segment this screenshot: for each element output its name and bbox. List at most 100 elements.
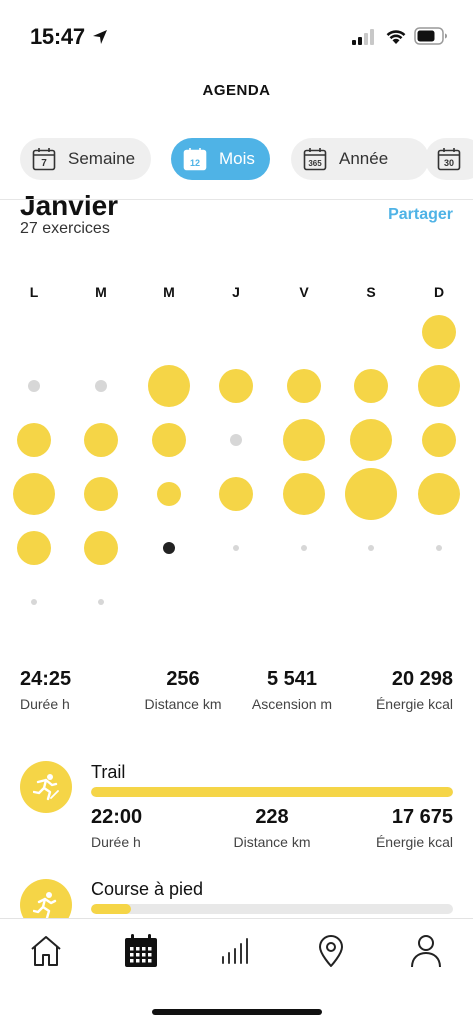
tab-month[interactable]: 12 Mois: [171, 138, 270, 180]
bar-chart-icon[interactable]: [218, 933, 254, 969]
cellular-signal-icon: [352, 29, 374, 45]
calendar-day[interactable]: [354, 369, 388, 403]
calendar-day[interactable]: [219, 369, 253, 403]
page-title: AGENDA: [202, 82, 271, 99]
tab-month-label: Mois: [219, 149, 255, 168]
summary-energy-value: 20 298: [391, 668, 453, 690]
tab-week-label: Semaine: [68, 149, 136, 168]
calendar-day[interactable]: [422, 423, 456, 457]
calendar-day[interactable]: [283, 419, 325, 461]
calendar-day[interactable]: [233, 545, 239, 551]
summary-duration: 24:25 Durée h: [20, 668, 71, 712]
activity-progress-bar: [91, 904, 453, 914]
month-title: Janvier: [20, 190, 119, 216]
summary-energy: 20 298 Énergie kcal: [376, 668, 453, 712]
calendar-30-icon: 30: [437, 148, 461, 171]
profile-icon[interactable]: [408, 933, 444, 969]
calendar-day[interactable]: [301, 545, 307, 551]
summary-energy-label: Énergie kcal: [375, 696, 453, 712]
svg-text:365: 365: [308, 159, 322, 168]
calendar-12-icon: 12: [183, 148, 207, 171]
home-indicator: [152, 1009, 322, 1015]
calendar-day[interactable]: [17, 531, 51, 565]
tab-30-days[interactable]: 30: [425, 138, 473, 180]
calendar-day[interactable]: [152, 423, 186, 457]
calendar-day[interactable]: [84, 477, 118, 511]
weekday-label: M: [163, 284, 175, 300]
calendar-day[interactable]: [418, 365, 460, 407]
weekday-label: D: [433, 284, 445, 300]
tab-year[interactable]: 365 Année: [291, 138, 429, 180]
summary-distance-value: 256: [166, 668, 200, 690]
activity-energy-label: Énergie kcal: [375, 834, 453, 850]
calendar-day[interactable]: [422, 315, 456, 349]
calendar-day[interactable]: [28, 380, 40, 392]
calendar-day[interactable]: [13, 473, 55, 515]
tab-year-label: Année: [339, 149, 389, 168]
weekday-label: J: [232, 284, 240, 300]
activity-energy-value: 17 675: [391, 806, 453, 828]
trail-running-icon: [20, 761, 72, 813]
calendar-day[interactable]: [350, 419, 392, 461]
calendar-day[interactable]: [31, 599, 37, 605]
share-button[interactable]: Partager: [388, 206, 453, 223]
calendar-day[interactable]: [287, 369, 321, 403]
activity-name[interactable]: Trail: [91, 762, 126, 782]
calendar-day[interactable]: [283, 473, 325, 515]
summary-ascent-value: 5 541: [266, 668, 318, 690]
activity-progress-bar: [91, 787, 453, 797]
calendar-day[interactable]: [148, 365, 190, 407]
summary-ascent: 5 541 Ascension m: [246, 668, 338, 712]
exercise-count: 27 exercices: [20, 220, 110, 237]
calendar-day[interactable]: [418, 473, 460, 515]
calendar-day[interactable]: [345, 468, 397, 520]
calendar-day[interactable]: [95, 380, 107, 392]
home-icon[interactable]: [28, 933, 64, 969]
summary-ascent-label: Ascension m: [251, 696, 333, 712]
map-pin-icon[interactable]: [313, 933, 349, 969]
status-bar: 15:47: [0, 0, 473, 72]
status-time: 15:47: [30, 24, 85, 49]
svg-text:30: 30: [444, 158, 454, 168]
calendar-day[interactable]: [219, 477, 253, 511]
calendar-day[interactable]: [17, 423, 51, 457]
calendar-day[interactable]: [230, 434, 242, 446]
activity-name[interactable]: Course à pied: [91, 879, 204, 899]
activity-progress-fill: [91, 904, 131, 914]
activity-duration-label: Durée h: [91, 834, 141, 850]
location-arrow-icon: [93, 30, 107, 44]
svg-text:12: 12: [190, 158, 200, 168]
weekday-label: S: [366, 284, 376, 300]
calendar-day[interactable]: [98, 599, 104, 605]
summary-duration-label: Durée h: [20, 696, 70, 712]
calendar-7-icon: 7: [32, 148, 56, 171]
activity-duration: 22:00 Durée h: [91, 806, 142, 850]
summary-duration-value: 24:25: [20, 668, 72, 690]
battery-icon: [414, 27, 447, 45]
activity-distance: 228 Distance km: [226, 806, 318, 850]
svg-text:7: 7: [41, 158, 47, 169]
calendar-365-icon: 365: [303, 148, 327, 171]
tab-week[interactable]: 7 Semaine: [20, 138, 151, 180]
activity-distance-value: 228: [255, 806, 289, 828]
wifi-icon: [386, 30, 406, 44]
period-tabs: 7 Semaine 12 Mois 365 Année 30: [20, 138, 473, 180]
bottom-navigation: [0, 918, 473, 1024]
weekday-label: L: [29, 284, 39, 300]
activity-distance-label: Distance km: [233, 834, 311, 850]
calendar-icon[interactable]: [123, 933, 159, 969]
activity-progress-fill: [91, 787, 453, 797]
calendar-day[interactable]: [84, 531, 118, 565]
summary-distance: 256 Distance km: [141, 668, 225, 712]
summary-distance-label: Distance km: [144, 696, 222, 712]
calendar-day-today[interactable]: [163, 542, 175, 554]
calendar-day[interactable]: [368, 545, 374, 551]
weekday-label: V: [299, 284, 309, 300]
tabs-divider: [0, 199, 473, 200]
calendar-day[interactable]: [436, 545, 442, 551]
activity-duration-value: 22:00: [91, 806, 143, 828]
activity-energy: 17 675 Énergie kcal: [376, 806, 453, 850]
calendar-day[interactable]: [84, 423, 118, 457]
weekday-label: M: [95, 284, 107, 300]
calendar-day[interactable]: [157, 482, 181, 506]
